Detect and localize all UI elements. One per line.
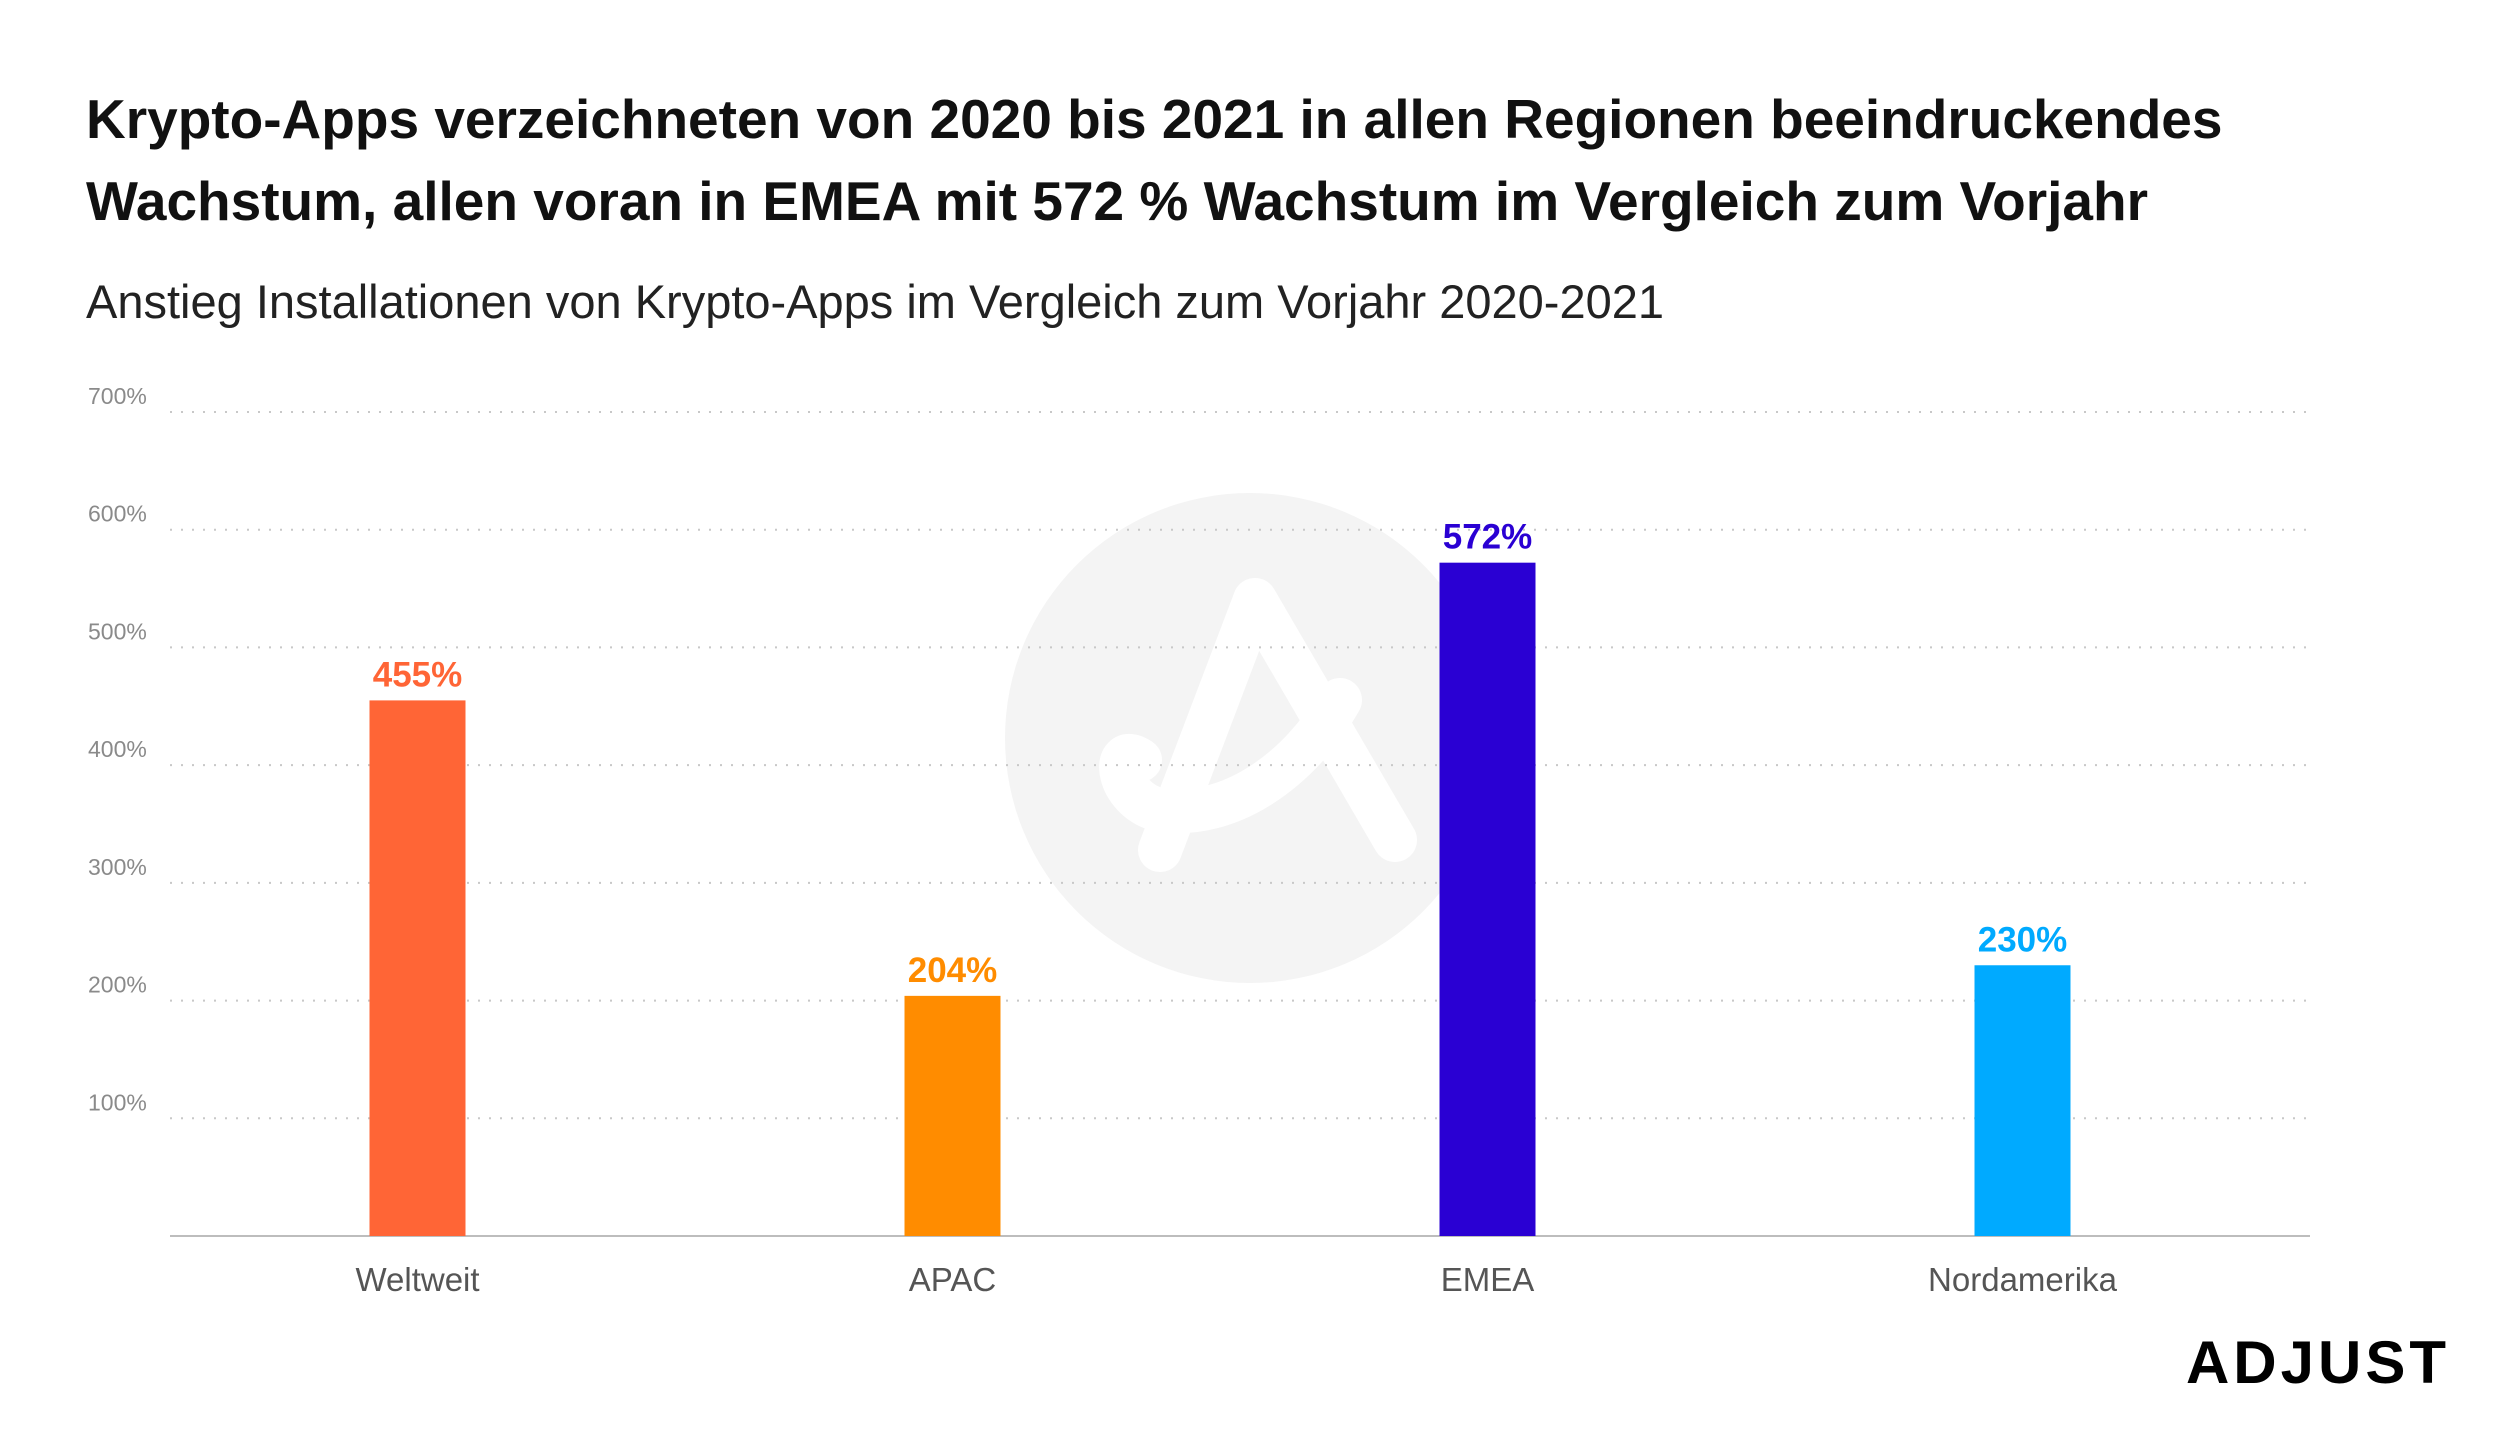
y-tick-label: 600% <box>88 501 147 527</box>
data-label: 204% <box>908 951 998 990</box>
chart-subtitle: Anstieg Installationen von Krypto-Apps i… <box>86 275 1665 328</box>
y-tick-label: 700% <box>88 383 147 409</box>
bar-weltweit <box>369 700 466 1236</box>
chart-title: Krypto-Apps verzeichneten von 2020 bis 2… <box>86 88 2223 232</box>
y-tick-label: 300% <box>88 854 147 880</box>
data-label: 572% <box>1443 518 1533 557</box>
y-axis-ticks: 100% 200% 300% 400% 500% 600% 700% <box>88 383 147 1115</box>
x-category-label: APAC <box>909 1261 996 1298</box>
x-category-label: EMEA <box>1441 1261 1535 1298</box>
bar-nordamerika <box>1974 965 2071 1236</box>
adjust-wordmark: ADJUST <box>2185 1329 2450 1396</box>
gridlines <box>170 411 2310 1120</box>
watermark-circle <box>1005 493 1495 983</box>
bar-apac <box>904 995 1001 1236</box>
y-tick-label: 500% <box>88 618 147 644</box>
data-labels: 455% 204% 572% 230% <box>373 518 2068 990</box>
adjust-logo-icon <box>1099 578 1417 872</box>
x-category-label: Nordamerika <box>1928 1261 2118 1298</box>
x-category-label: Weltweit <box>355 1261 479 1298</box>
data-label: 230% <box>1978 920 2068 959</box>
x-axis-categories: Weltweit APAC EMEA Nordamerika <box>355 1261 2117 1298</box>
y-tick-label: 200% <box>88 972 147 998</box>
watermark <box>1005 493 1495 983</box>
bars <box>369 562 2071 1236</box>
bar-emea <box>1439 562 1536 1236</box>
data-label: 455% <box>373 655 463 694</box>
y-tick-label: 400% <box>88 736 147 762</box>
y-tick-label: 100% <box>88 1089 147 1115</box>
